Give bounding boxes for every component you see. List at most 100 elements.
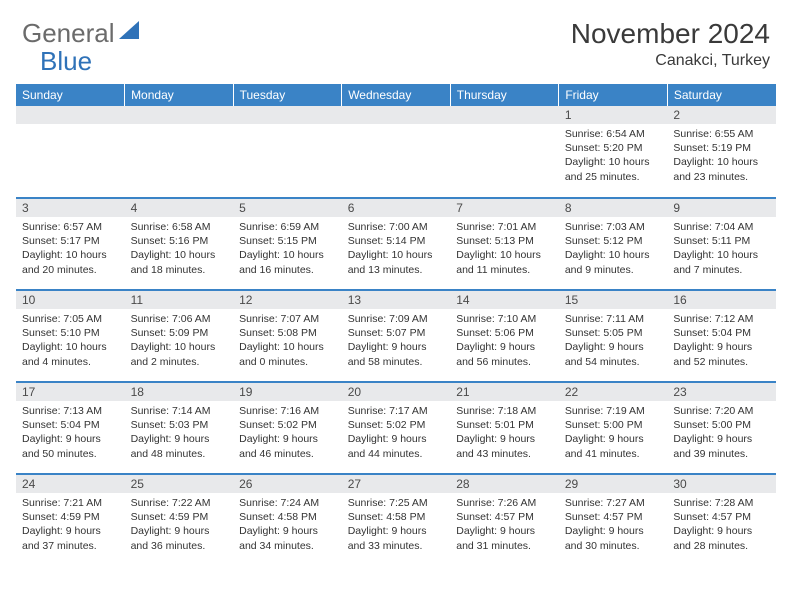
calendar-cell: 9Sunrise: 7:04 AMSunset: 5:11 PMDaylight… xyxy=(667,198,776,290)
day-number: 26 xyxy=(233,475,342,493)
calendar-cell: 29Sunrise: 7:27 AMSunset: 4:57 PMDayligh… xyxy=(559,474,668,566)
calendar-cell: 7Sunrise: 7:01 AMSunset: 5:13 PMDaylight… xyxy=(450,198,559,290)
day-number: 21 xyxy=(450,383,559,401)
calendar-cell xyxy=(450,106,559,198)
brand-logo: General xyxy=(22,18,143,49)
day-details: Sunrise: 7:05 AMSunset: 5:10 PMDaylight:… xyxy=(16,309,125,373)
day-details: Sunrise: 7:04 AMSunset: 5:11 PMDaylight:… xyxy=(667,217,776,281)
calendar-cell: 27Sunrise: 7:25 AMSunset: 4:58 PMDayligh… xyxy=(342,474,451,566)
day-number: 30 xyxy=(667,475,776,493)
day-details: Sunrise: 7:17 AMSunset: 5:02 PMDaylight:… xyxy=(342,401,451,465)
day-details: Sunrise: 7:21 AMSunset: 4:59 PMDaylight:… xyxy=(16,493,125,557)
day-details: Sunrise: 7:25 AMSunset: 4:58 PMDaylight:… xyxy=(342,493,451,557)
day-number: 2 xyxy=(667,106,776,124)
day-details: Sunrise: 6:58 AMSunset: 5:16 PMDaylight:… xyxy=(125,217,234,281)
day-number: 3 xyxy=(16,199,125,217)
day-number xyxy=(233,106,342,124)
day-details: Sunrise: 7:28 AMSunset: 4:57 PMDaylight:… xyxy=(667,493,776,557)
day-details: Sunrise: 7:19 AMSunset: 5:00 PMDaylight:… xyxy=(559,401,668,465)
header: General November 2024 Canakci, Turkey xyxy=(0,0,792,78)
calendar-header-row: Sunday Monday Tuesday Wednesday Thursday… xyxy=(16,84,776,106)
day-details: Sunrise: 7:14 AMSunset: 5:03 PMDaylight:… xyxy=(125,401,234,465)
calendar-row: 1Sunrise: 6:54 AMSunset: 5:20 PMDaylight… xyxy=(16,106,776,198)
calendar-row: 3Sunrise: 6:57 AMSunset: 5:17 PMDaylight… xyxy=(16,198,776,290)
calendar-cell: 28Sunrise: 7:26 AMSunset: 4:57 PMDayligh… xyxy=(450,474,559,566)
day-number: 16 xyxy=(667,291,776,309)
calendar-cell: 30Sunrise: 7:28 AMSunset: 4:57 PMDayligh… xyxy=(667,474,776,566)
calendar-cell: 25Sunrise: 7:22 AMSunset: 4:59 PMDayligh… xyxy=(125,474,234,566)
day-number xyxy=(450,106,559,124)
day-details: Sunrise: 7:06 AMSunset: 5:09 PMDaylight:… xyxy=(125,309,234,373)
day-number: 22 xyxy=(559,383,668,401)
calendar-cell xyxy=(16,106,125,198)
brand-text-part2-wrap: Blue xyxy=(40,46,92,77)
weekday-header: Thursday xyxy=(450,84,559,106)
day-number: 24 xyxy=(16,475,125,493)
day-details: Sunrise: 7:01 AMSunset: 5:13 PMDaylight:… xyxy=(450,217,559,281)
day-number: 27 xyxy=(342,475,451,493)
day-number: 11 xyxy=(125,291,234,309)
day-details: Sunrise: 7:00 AMSunset: 5:14 PMDaylight:… xyxy=(342,217,451,281)
day-details: Sunrise: 7:22 AMSunset: 4:59 PMDaylight:… xyxy=(125,493,234,557)
calendar-cell: 2Sunrise: 6:55 AMSunset: 5:19 PMDaylight… xyxy=(667,106,776,198)
day-number: 12 xyxy=(233,291,342,309)
day-details: Sunrise: 7:27 AMSunset: 4:57 PMDaylight:… xyxy=(559,493,668,557)
calendar-cell: 15Sunrise: 7:11 AMSunset: 5:05 PMDayligh… xyxy=(559,290,668,382)
sail-icon xyxy=(119,21,141,46)
calendar-cell: 8Sunrise: 7:03 AMSunset: 5:12 PMDaylight… xyxy=(559,198,668,290)
day-number: 13 xyxy=(342,291,451,309)
calendar-cell: 22Sunrise: 7:19 AMSunset: 5:00 PMDayligh… xyxy=(559,382,668,474)
weekday-header: Tuesday xyxy=(233,84,342,106)
day-details: Sunrise: 6:57 AMSunset: 5:17 PMDaylight:… xyxy=(16,217,125,281)
weekday-header: Wednesday xyxy=(342,84,451,106)
day-details: Sunrise: 7:26 AMSunset: 4:57 PMDaylight:… xyxy=(450,493,559,557)
day-details: Sunrise: 7:11 AMSunset: 5:05 PMDaylight:… xyxy=(559,309,668,373)
calendar-cell: 13Sunrise: 7:09 AMSunset: 5:07 PMDayligh… xyxy=(342,290,451,382)
day-number xyxy=(342,106,451,124)
calendar-cell: 4Sunrise: 6:58 AMSunset: 5:16 PMDaylight… xyxy=(125,198,234,290)
day-details: Sunrise: 7:03 AMSunset: 5:12 PMDaylight:… xyxy=(559,217,668,281)
day-number: 4 xyxy=(125,199,234,217)
day-details: Sunrise: 7:20 AMSunset: 5:00 PMDaylight:… xyxy=(667,401,776,465)
weekday-header: Sunday xyxy=(16,84,125,106)
calendar-cell: 6Sunrise: 7:00 AMSunset: 5:14 PMDaylight… xyxy=(342,198,451,290)
calendar-row: 10Sunrise: 7:05 AMSunset: 5:10 PMDayligh… xyxy=(16,290,776,382)
title-block: November 2024 Canakci, Turkey xyxy=(571,18,770,70)
calendar-cell: 12Sunrise: 7:07 AMSunset: 5:08 PMDayligh… xyxy=(233,290,342,382)
day-number: 15 xyxy=(559,291,668,309)
calendar-cell xyxy=(342,106,451,198)
day-details: Sunrise: 7:09 AMSunset: 5:07 PMDaylight:… xyxy=(342,309,451,373)
day-number: 25 xyxy=(125,475,234,493)
day-details: Sunrise: 6:59 AMSunset: 5:15 PMDaylight:… xyxy=(233,217,342,281)
day-details: Sunrise: 7:24 AMSunset: 4:58 PMDaylight:… xyxy=(233,493,342,557)
day-details: Sunrise: 7:16 AMSunset: 5:02 PMDaylight:… xyxy=(233,401,342,465)
calendar-cell: 20Sunrise: 7:17 AMSunset: 5:02 PMDayligh… xyxy=(342,382,451,474)
calendar-cell: 11Sunrise: 7:06 AMSunset: 5:09 PMDayligh… xyxy=(125,290,234,382)
day-number: 8 xyxy=(559,199,668,217)
weekday-header: Saturday xyxy=(667,84,776,106)
day-details: Sunrise: 7:18 AMSunset: 5:01 PMDaylight:… xyxy=(450,401,559,465)
day-number: 23 xyxy=(667,383,776,401)
calendar-cell: 18Sunrise: 7:14 AMSunset: 5:03 PMDayligh… xyxy=(125,382,234,474)
calendar-cell: 3Sunrise: 6:57 AMSunset: 5:17 PMDaylight… xyxy=(16,198,125,290)
calendar-cell: 10Sunrise: 7:05 AMSunset: 5:10 PMDayligh… xyxy=(16,290,125,382)
calendar-cell: 21Sunrise: 7:18 AMSunset: 5:01 PMDayligh… xyxy=(450,382,559,474)
calendar-body: 1Sunrise: 6:54 AMSunset: 5:20 PMDaylight… xyxy=(16,106,776,566)
day-details: Sunrise: 7:10 AMSunset: 5:06 PMDaylight:… xyxy=(450,309,559,373)
calendar-cell: 16Sunrise: 7:12 AMSunset: 5:04 PMDayligh… xyxy=(667,290,776,382)
weekday-header: Monday xyxy=(125,84,234,106)
brand-text-part1: General xyxy=(22,18,115,49)
day-details: Sunrise: 7:07 AMSunset: 5:08 PMDaylight:… xyxy=(233,309,342,373)
calendar-cell: 14Sunrise: 7:10 AMSunset: 5:06 PMDayligh… xyxy=(450,290,559,382)
day-number: 10 xyxy=(16,291,125,309)
day-number xyxy=(125,106,234,124)
day-number: 29 xyxy=(559,475,668,493)
day-number: 6 xyxy=(342,199,451,217)
day-number: 14 xyxy=(450,291,559,309)
day-number: 17 xyxy=(16,383,125,401)
brand-text-part2: Blue xyxy=(40,46,92,76)
calendar-cell: 17Sunrise: 7:13 AMSunset: 5:04 PMDayligh… xyxy=(16,382,125,474)
day-number: 18 xyxy=(125,383,234,401)
calendar-cell: 19Sunrise: 7:16 AMSunset: 5:02 PMDayligh… xyxy=(233,382,342,474)
day-number: 1 xyxy=(559,106,668,124)
